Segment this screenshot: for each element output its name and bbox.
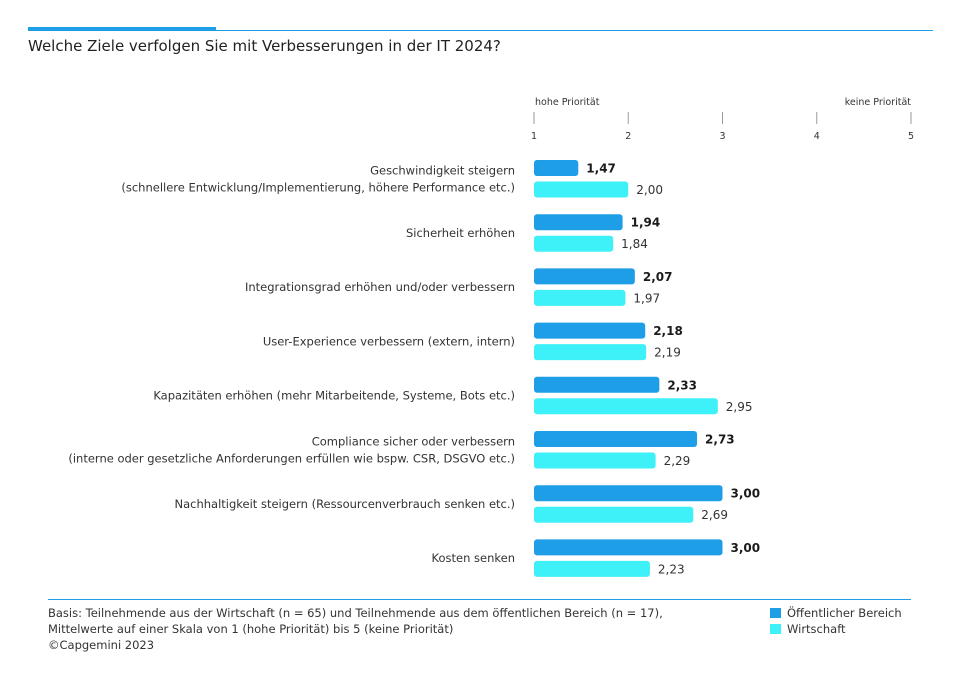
legend: Öffentlicher Bereich Wirtschaft [770,605,902,637]
legend-swatch-public [770,608,781,618]
category-label: Integrationsgrad erhöhen und/oder verbes… [245,280,515,294]
category-label: (schnellere Entwicklung/Implementierung,… [121,180,515,194]
header-rule [216,30,933,31]
chart-title: Welche Ziele verfolgen Sie mit Verbesser… [28,37,501,55]
category-label: Sicherheit erhöhen [406,226,515,240]
x-axis: 1 2 3 4 5 [531,112,914,142]
x-tick-label: 5 [908,131,914,142]
value-label-public: 1,94 [631,216,661,230]
value-label-business: 2,95 [726,400,753,414]
legend-label-business: Wirtschaft [787,622,846,636]
category-label: (interne oder gesetzliche Anforderungen … [68,451,515,465]
value-label-public: 2,33 [667,378,697,392]
bar-business [534,289,626,306]
x-tick-label: 4 [814,131,820,142]
bar-public [534,431,698,447]
value-label-business: 2,00 [636,183,663,197]
category-label: Nachhaltigkeit steigern (Ressourcenverbr… [174,497,515,511]
value-label-public: 2,07 [643,270,673,284]
axis-label-no-priority: keine Priorität [845,97,912,108]
bar-business [534,452,656,469]
value-label-business: 1,97 [633,291,660,305]
legend-swatch-business [770,624,781,634]
bar-business [534,235,614,252]
bar-public [534,160,579,176]
x-tick-label: 2 [625,131,631,142]
category-label: User-Experience verbessern (extern, inte… [263,334,515,348]
bar-public [534,539,723,556]
footnote-basis: Basis: Teilnehmende aus der Wirtschaft (… [48,606,663,620]
bar-business [534,398,718,415]
footnote: Basis: Teilnehmende aus der Wirtschaft (… [48,605,663,653]
bar-public [534,214,623,231]
x-tick-label: 1 [531,131,537,142]
x-tick-label: 3 [719,131,725,142]
value-label-business: 1,84 [621,237,648,251]
value-label-business: 2,19 [654,346,681,360]
bar-business [534,344,647,361]
bar-business [534,560,650,577]
bar-public [534,376,660,393]
value-label-public: 1,47 [586,162,616,176]
bar-business [534,506,694,523]
value-label-public: 3,00 [731,541,761,555]
bar-public [534,485,723,502]
value-label-business: 2,29 [664,454,691,468]
category-label: Geschwindigkeit steigern [370,163,515,177]
category-label: Compliance sicher oder verbessern [312,434,515,448]
category-label: Kosten senken [432,551,516,565]
value-label-business: 2,23 [658,562,685,576]
header-accent-bar [28,27,216,31]
value-label-business: 2,69 [701,508,728,522]
legend-item-business: Wirtschaft [770,621,902,637]
footnote-scale: Mittelwerte auf einer Skala von 1 (hohe … [48,622,454,636]
value-label-public: 3,00 [731,487,761,501]
bar-public [534,322,646,339]
legend-item-public: Öffentlicher Bereich [770,605,902,621]
bar-rows: Geschwindigkeit steigern (schnellere Entw… [68,160,760,577]
value-label-public: 2,18 [653,324,683,338]
bar-business [534,181,629,198]
axis-label-high-priority: hohe Priorität [535,97,600,108]
value-label-public: 2,73 [705,433,735,447]
footer-rule [48,599,911,600]
bar-public [534,268,635,285]
legend-label-public: Öffentlicher Bereich [787,606,902,620]
category-label: Kapazitäten erhöhen (mehr Mitarbeitende,… [153,389,515,403]
footnote-copyright: ©Capgemini 2023 [48,638,155,652]
